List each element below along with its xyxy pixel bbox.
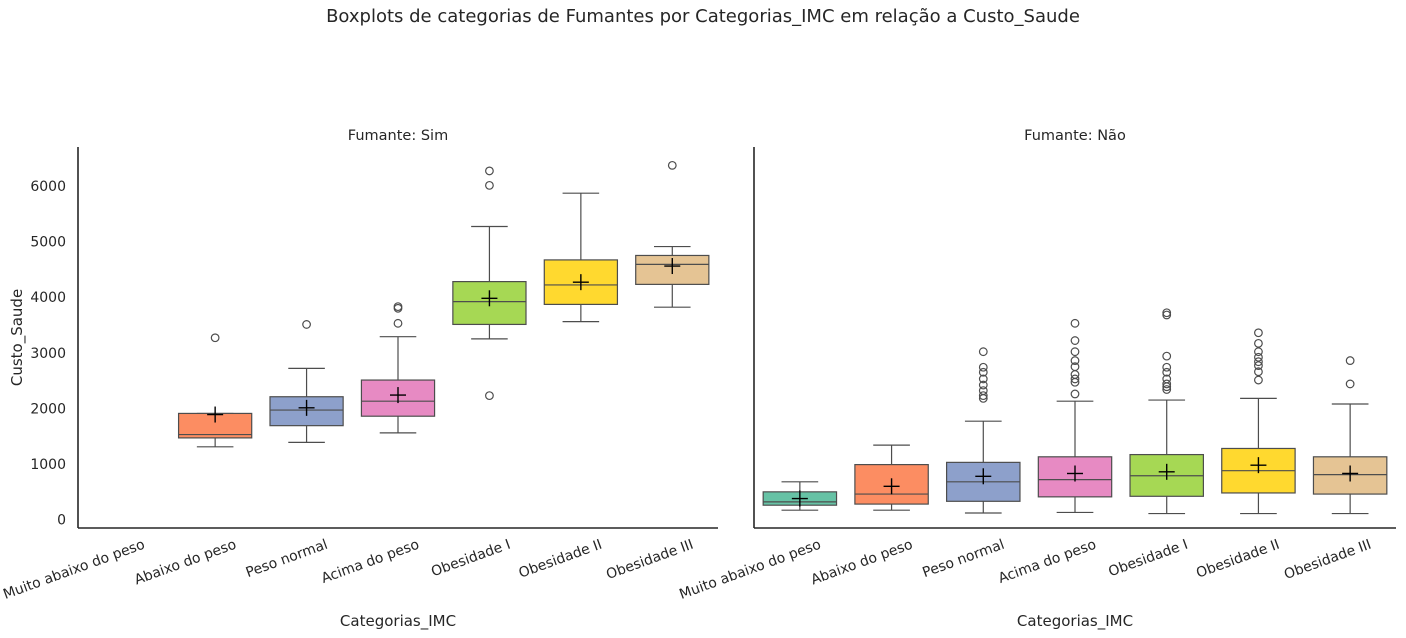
outlier-point [393,318,403,328]
y-tick-label: 4000 [30,290,66,306]
outlier-point [1162,374,1172,384]
panel-fumante-sim: Fumante: Sim 0 1000 2000 3000 4000 5000 6000 Cus… [1,128,718,631]
panel-fumante-nao: Fumante: Não Categorias_IMC Muito abaixo d… [677,128,1396,631]
outlier-point [485,166,494,176]
outlier-point [1070,370,1080,379]
box-obesidade-i [452,166,527,401]
box-acima-do-peso [360,302,436,434]
x-tick-label: Abaixo do peso [132,537,238,589]
y-tick-label: 5000 [30,235,66,251]
outlier-point [485,180,494,190]
panel-title: Fumante: Sim [348,128,448,144]
outlier-point [1254,375,1263,385]
box-obesidade-ii [1221,328,1296,515]
outlier-point [1162,362,1172,372]
x-tick-label: Obesidade I [1106,537,1190,581]
outlier-point [1162,379,1172,389]
outlier-point [1254,338,1263,348]
outlier-point [302,320,311,329]
x-tick-label: Obesidade II [1194,537,1282,582]
outlier-point [1254,361,1263,370]
outlier-point [1254,352,1263,362]
box-peso-normal [269,320,344,443]
outlier-point [1162,351,1172,361]
outlier-point [1070,336,1080,345]
outlier-point [978,347,988,357]
outlier-point [1070,374,1080,384]
box-acima-do-peso [1037,318,1113,514]
outlier-point [978,380,988,390]
x-tick-label: Abaixo do peso [809,537,915,589]
y-tick-label: 6000 [30,179,66,195]
outlier-point [978,367,988,377]
box-obesidade-iii [635,160,710,308]
figure-title: Boxplots de categorias de Fumantes por C… [326,6,1080,27]
outlier-point [485,391,494,401]
outlier-point [1070,356,1080,365]
outlier-point [1162,310,1172,320]
outlier-point [393,302,403,312]
x-tick-label: Muito abaixo do peso [677,537,823,603]
box-muito-abaixo-do-peso [762,481,838,511]
outlier-point [978,391,988,401]
x-axis-label: Categorias_IMC [1017,612,1133,631]
outlier-point [1254,347,1263,357]
x-tick-label: Obesidade III [604,537,695,583]
outlier-point [1254,357,1263,367]
outlier-point [1254,367,1263,377]
outlier-point [1070,318,1080,328]
outlier-point [210,333,220,343]
outlier-point [1162,367,1172,377]
y-tick-label: 2000 [30,401,66,417]
box-obesidade-ii [543,192,619,323]
outlier-point [978,374,988,384]
outlier-point [978,386,988,396]
box-obesidade-i [1129,308,1204,515]
y-tick-label: 0 [57,513,66,529]
box-peso-normal [945,347,1021,514]
x-tick-label: Obesidade III [1282,537,1373,583]
x-tick-label: Acima do peso [996,537,1098,587]
outlier-point [1162,308,1172,318]
outlier-point [1345,356,1355,365]
y-tick-label: 3000 [30,346,66,362]
outlier-point [1070,347,1080,357]
outlier-point [1345,379,1355,389]
x-tick-label: Obesidade I [429,537,513,581]
box-abaixo-do-peso [177,333,253,448]
outlier-point [667,160,677,170]
outlier-point [1254,328,1263,338]
x-tick-label: Obesidade II [517,537,605,582]
y-axis-label: Custo_Saude [8,289,27,386]
box-obesidade-iii [1312,356,1388,515]
outlier-point [978,362,988,372]
outlier-point [1070,362,1080,372]
outlier-point [1070,389,1080,399]
x-tick-label: Peso normal [244,537,330,581]
x-tick-label: Acima do peso [319,537,421,587]
x-axis-label: Categorias_IMC [340,612,456,631]
x-tick-label: Muito abaixo do peso [1,537,147,603]
outlier-point [1162,385,1172,394]
x-tick-label: Peso normal [920,537,1006,581]
panel-title: Fumante: Não [1024,128,1126,144]
box-abaixo-do-peso [854,444,929,511]
y-tick-label: 1000 [30,457,66,473]
